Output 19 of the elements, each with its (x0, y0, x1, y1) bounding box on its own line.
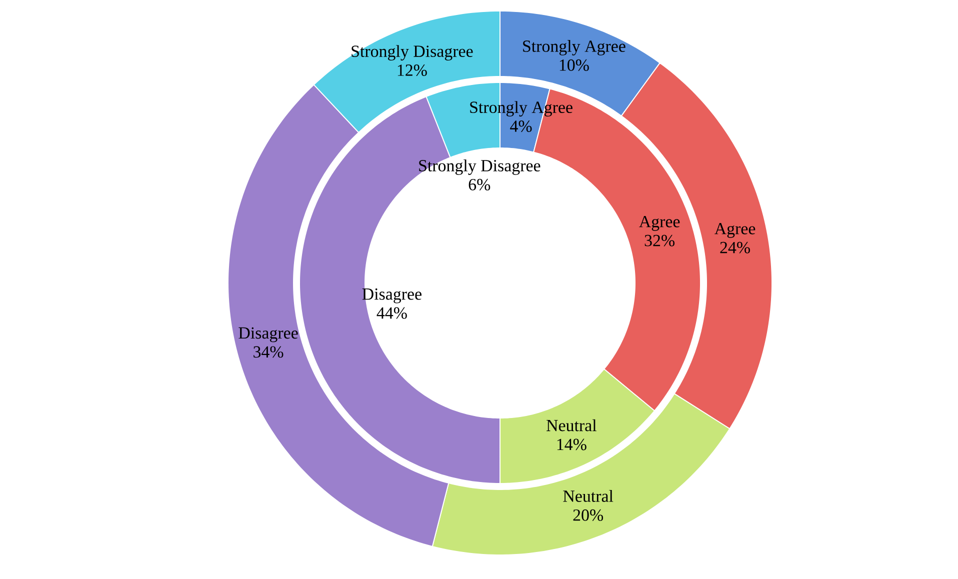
data-label: 20% (573, 509, 604, 521)
slice-label: Neutral (563, 490, 614, 502)
data-label: 12% (398, 64, 427, 76)
data-label: 34% (254, 346, 284, 358)
data-label: 4% (510, 120, 532, 132)
data-label: 14% (557, 438, 586, 450)
data-label: 44% (376, 307, 407, 319)
slice-label: Strongly Agree (523, 40, 626, 56)
data-label: 10% (560, 59, 589, 71)
slice-label: Strongly Disagree (352, 45, 473, 60)
slice-label: Agree (639, 216, 680, 231)
data-label: 6% (468, 178, 490, 190)
slice-label: Disagree (362, 288, 422, 304)
data-label: 32% (644, 234, 674, 246)
slice-label: Disagree (238, 327, 298, 342)
slice-label: Neutral (546, 419, 596, 432)
data-label: 24% (720, 242, 750, 254)
slice-label: Agree (714, 222, 756, 238)
slice-label: Strongly Disagree (419, 159, 540, 175)
